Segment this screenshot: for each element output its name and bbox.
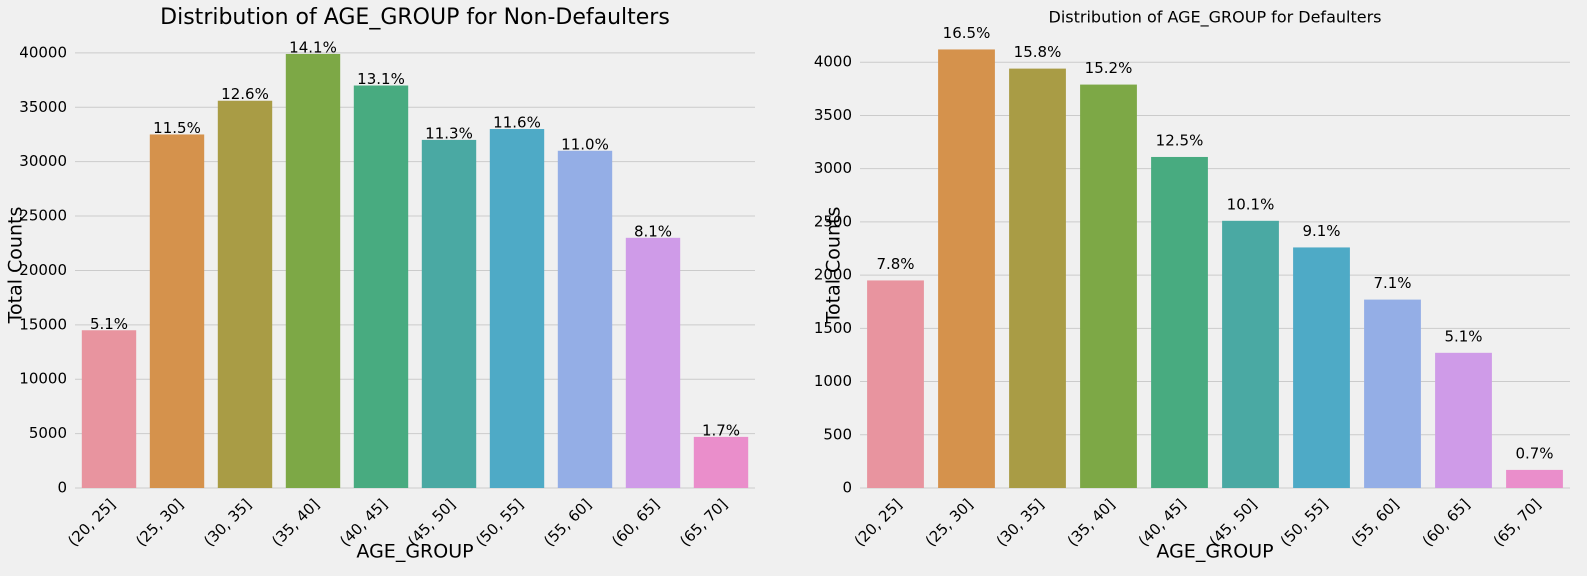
y-tick-label: 500 (823, 425, 852, 443)
bar (421, 139, 477, 488)
y-tick-label: 15000 (19, 315, 67, 333)
y-tick-label: 0 (842, 479, 852, 497)
value-label: 5.1% (1444, 327, 1482, 345)
bar (625, 237, 681, 488)
x-tick-label: (55, 60] (1348, 495, 1403, 550)
bar (1364, 299, 1421, 488)
value-label: 7.8% (876, 255, 914, 273)
bar (1151, 156, 1208, 489)
value-label: 12.5% (1156, 131, 1204, 149)
value-label: 15.2% (1085, 59, 1133, 77)
value-label: 8.1% (634, 222, 672, 240)
value-label: 13.1% (357, 70, 405, 88)
bar (693, 436, 749, 488)
value-label: 1.7% (702, 421, 740, 439)
chart-title: Distribution of AGE_GROUP for Defaulters (1049, 8, 1382, 28)
y-axis-label: Total Counts (823, 207, 845, 325)
x-tick-label: (60, 65] (1419, 495, 1474, 550)
y-tick-label: 0 (57, 479, 67, 497)
bar (557, 150, 613, 488)
bar (867, 280, 924, 488)
x-axis-label: AGE_GROUP (1156, 541, 1273, 563)
y-tick-label: 35000 (19, 98, 67, 116)
bar (1506, 469, 1563, 488)
bar (489, 129, 545, 488)
bar (1435, 352, 1492, 488)
value-label: 16.5% (943, 24, 991, 42)
x-tick-label: (65, 70] (676, 495, 731, 550)
x-tick-label: (50, 55] (472, 495, 527, 550)
value-label: 5.1% (90, 315, 128, 333)
bar (217, 100, 273, 489)
bar (149, 134, 205, 488)
y-tick-label: 4000 (814, 53, 852, 71)
y-tick-label: 5000 (29, 424, 67, 442)
bar (81, 330, 137, 488)
x-tick-label: (30, 35] (993, 495, 1048, 550)
x-tick-label: (25, 30] (922, 495, 977, 550)
value-label: 7.1% (1373, 274, 1411, 292)
value-label: 9.1% (1302, 222, 1340, 240)
y-tick-label: 3500 (814, 106, 852, 124)
x-tick-label: (65, 70] (1490, 495, 1545, 550)
x-tick-label: (55, 60] (540, 495, 595, 550)
y-tick-label: 40000 (19, 43, 67, 61)
bar (1080, 84, 1137, 488)
x-tick-label: (25, 30] (132, 495, 187, 550)
bar (1293, 247, 1350, 488)
y-tick-label: 10000 (19, 370, 67, 388)
value-label: 10.1% (1227, 195, 1275, 213)
x-tick-label: (30, 35] (200, 495, 255, 550)
bar (938, 49, 995, 488)
y-tick-label: 30000 (19, 152, 67, 170)
y-tick-label: 20000 (19, 261, 67, 279)
y-tick-label: 2500 (814, 212, 852, 230)
x-tick-label: (20, 25] (851, 495, 906, 550)
value-label: 11.0% (561, 135, 609, 153)
x-tick-label: (50, 55] (1277, 495, 1332, 550)
x-tick-label: (60, 65] (608, 495, 663, 550)
y-tick-label: 1500 (814, 319, 852, 337)
bar (285, 53, 341, 489)
value-label: 15.8% (1014, 43, 1062, 61)
value-label: 11.3% (425, 124, 473, 142)
value-label: 11.5% (153, 119, 201, 137)
bar (1009, 68, 1066, 489)
bar (1222, 220, 1279, 488)
value-label: 0.7% (1515, 444, 1553, 462)
bar (353, 85, 409, 488)
value-label: 12.6% (221, 85, 269, 103)
y-axis-label: Total Counts (5, 207, 27, 325)
y-tick-label: 3000 (814, 159, 852, 177)
x-tick-label: (35, 40] (1064, 495, 1119, 550)
x-axis-label: AGE_GROUP (356, 541, 473, 563)
x-tick-label: (20, 25] (64, 495, 119, 550)
y-tick-label: 25000 (19, 207, 67, 225)
y-tick-label: 2000 (814, 266, 852, 284)
chart-title: Distribution of AGE_GROUP for Non-Defaul… (160, 5, 670, 30)
y-tick-label: 1000 (814, 372, 852, 390)
value-label: 11.6% (493, 114, 541, 132)
x-tick-label: (35, 40] (268, 495, 323, 550)
value-label: 14.1% (289, 38, 337, 56)
